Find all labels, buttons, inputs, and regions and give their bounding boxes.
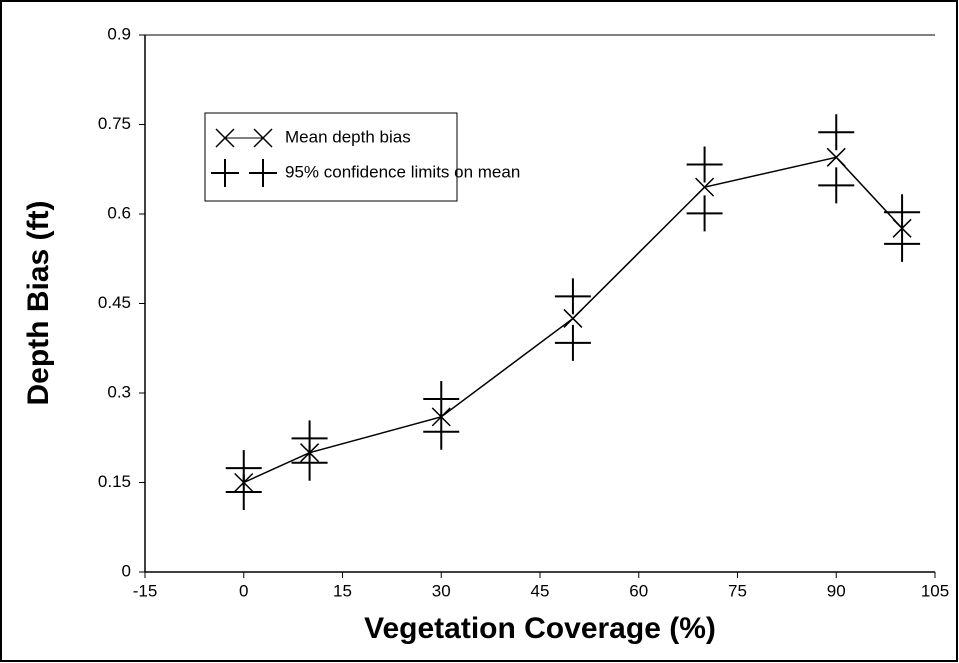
legend-box [204, 112, 458, 202]
x-tick-label: 0 [239, 581, 248, 600]
plus-marker [211, 159, 239, 187]
y-axis-label: Depth Bias (ft) [22, 201, 55, 406]
x-marker [695, 177, 715, 197]
plus-marker [686, 195, 723, 232]
y-tick-label: 0 [122, 561, 131, 580]
x-marker [253, 128, 273, 148]
x-tick-label: 90 [827, 581, 846, 600]
x-tick-label: 45 [531, 581, 550, 600]
x-axis-label: Vegetation Coverage (%) [364, 612, 716, 645]
plus-marker [818, 114, 855, 151]
y-tick-label: 0.45 [98, 293, 131, 312]
y-tick-label: 0.9 [107, 24, 131, 43]
y-tick-label: 0.3 [107, 382, 131, 401]
plus-marker [291, 444, 328, 481]
plus-marker [249, 159, 277, 187]
plus-marker [818, 167, 855, 204]
x-tick-label: -15 [133, 581, 158, 600]
plus-marker [423, 380, 460, 417]
plus-marker [554, 278, 591, 315]
x-tick-label: 105 [921, 581, 949, 600]
plus-marker [423, 413, 460, 450]
x-tick-label: 30 [432, 581, 451, 600]
legend-label: Mean depth bias [285, 127, 411, 146]
x-marker [563, 308, 583, 328]
plus-marker [686, 146, 723, 183]
legend-label: 95% confidence limits on mean [285, 162, 520, 181]
x-marker [215, 128, 235, 148]
x-marker [826, 147, 846, 167]
plus-marker [225, 474, 262, 511]
x-tick-label: 75 [728, 581, 747, 600]
plus-marker [884, 194, 921, 231]
y-tick-label: 0.6 [107, 203, 131, 222]
y-tick-label: 0.15 [98, 472, 131, 491]
x-tick-label: 60 [629, 581, 648, 600]
x-tick-label: 15 [333, 581, 352, 600]
y-tick-label: 0.75 [98, 114, 131, 133]
plus-marker [554, 324, 591, 361]
plus-marker [884, 225, 921, 262]
